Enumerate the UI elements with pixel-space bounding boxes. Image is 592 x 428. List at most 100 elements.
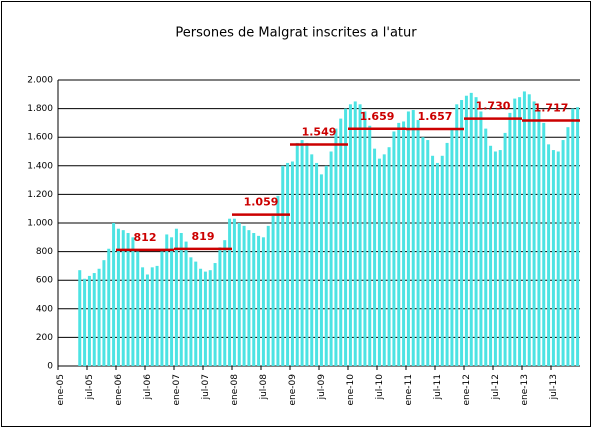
y-tick-label: 600 [36,276,53,286]
bar [87,275,91,366]
average-label: 1.657 [418,110,453,123]
bar [508,112,512,366]
bar [237,223,241,366]
x-tick-label: ene-06 [114,374,124,406]
bar [295,142,299,366]
x-tick-label: ene-12 [462,374,472,405]
y-tick-label: 1.000 [27,219,53,229]
bar [551,150,555,366]
bar [513,98,517,366]
bar [112,223,116,366]
bar [281,165,285,366]
bar [324,165,328,366]
bar [547,144,551,366]
bar [566,127,570,366]
bar [145,274,149,366]
x-tick-label: ene-09 [288,374,298,406]
x-tick-label: jul-05 [85,374,95,400]
bar [83,278,87,366]
bar [218,247,222,366]
y-tick-label: 1.400 [27,161,53,171]
chart-title: Persones de Malgrat inscrites a l'atur [175,26,417,41]
bar [402,121,406,366]
bar [527,94,531,367]
bar [155,265,159,366]
y-tick-label: 800 [36,247,53,257]
bar [411,110,415,366]
bar [179,233,183,366]
bar [368,125,372,366]
bar [406,111,410,367]
y-tick-label: 2.000 [27,76,53,86]
bar [160,251,164,366]
average-label: 1.659 [360,110,395,123]
bar [416,120,420,366]
bar [276,195,280,366]
bar [431,155,435,366]
bar [532,101,536,366]
bar [426,140,430,366]
bar [266,225,270,366]
bar [305,142,309,366]
average-label: 819 [192,230,215,243]
x-tick-label: jul-13 [549,374,559,400]
bar [455,104,459,366]
x-tick-label: jul-06 [143,374,153,401]
bar [242,225,246,366]
bar [189,257,193,366]
bar [329,151,333,366]
bar [300,140,304,366]
bar [392,131,396,366]
x-tick-label: ene-13 [520,374,530,405]
bar [92,273,96,366]
bar [199,268,203,366]
x-tick-label: jul-08 [259,374,269,401]
bar [174,228,178,366]
bar [377,158,381,366]
bar [556,151,560,366]
bar [286,162,290,366]
bar [310,154,314,366]
bar [126,233,130,366]
bar [421,137,425,366]
bar [141,267,145,366]
bar [203,271,207,366]
x-tick-label: ene-11 [404,374,414,405]
bar [261,237,265,366]
x-tick-label: jul-10 [375,374,385,401]
bar [208,270,212,366]
x-tick-label: jul-07 [201,374,211,400]
bar [445,142,449,366]
bar [498,150,502,366]
bar [348,104,352,366]
y-tick-label: 1.800 [27,104,53,114]
average-label: 1.059 [244,196,279,209]
bar [78,270,82,366]
x-tick-label: ene-08 [230,374,240,406]
bar [435,162,439,366]
bar [479,111,483,367]
bar [121,230,125,366]
bar [116,228,120,366]
bar [315,162,319,366]
bar [232,218,236,366]
bar [493,151,497,366]
bar [542,122,546,367]
bar [358,104,362,366]
bar [518,97,522,366]
bar [252,233,256,366]
bar [319,174,323,366]
x-tick-label: ene-10 [346,374,356,406]
bar [97,268,101,366]
bar [503,132,507,366]
average-label: 1.730 [476,100,511,113]
bar [460,100,464,367]
y-tick-label: 400 [36,304,53,314]
bar [247,230,251,366]
bar [213,263,217,366]
bar [576,107,580,367]
bar [339,118,343,366]
bar [373,148,377,366]
bar [571,108,575,366]
bar [353,101,357,366]
